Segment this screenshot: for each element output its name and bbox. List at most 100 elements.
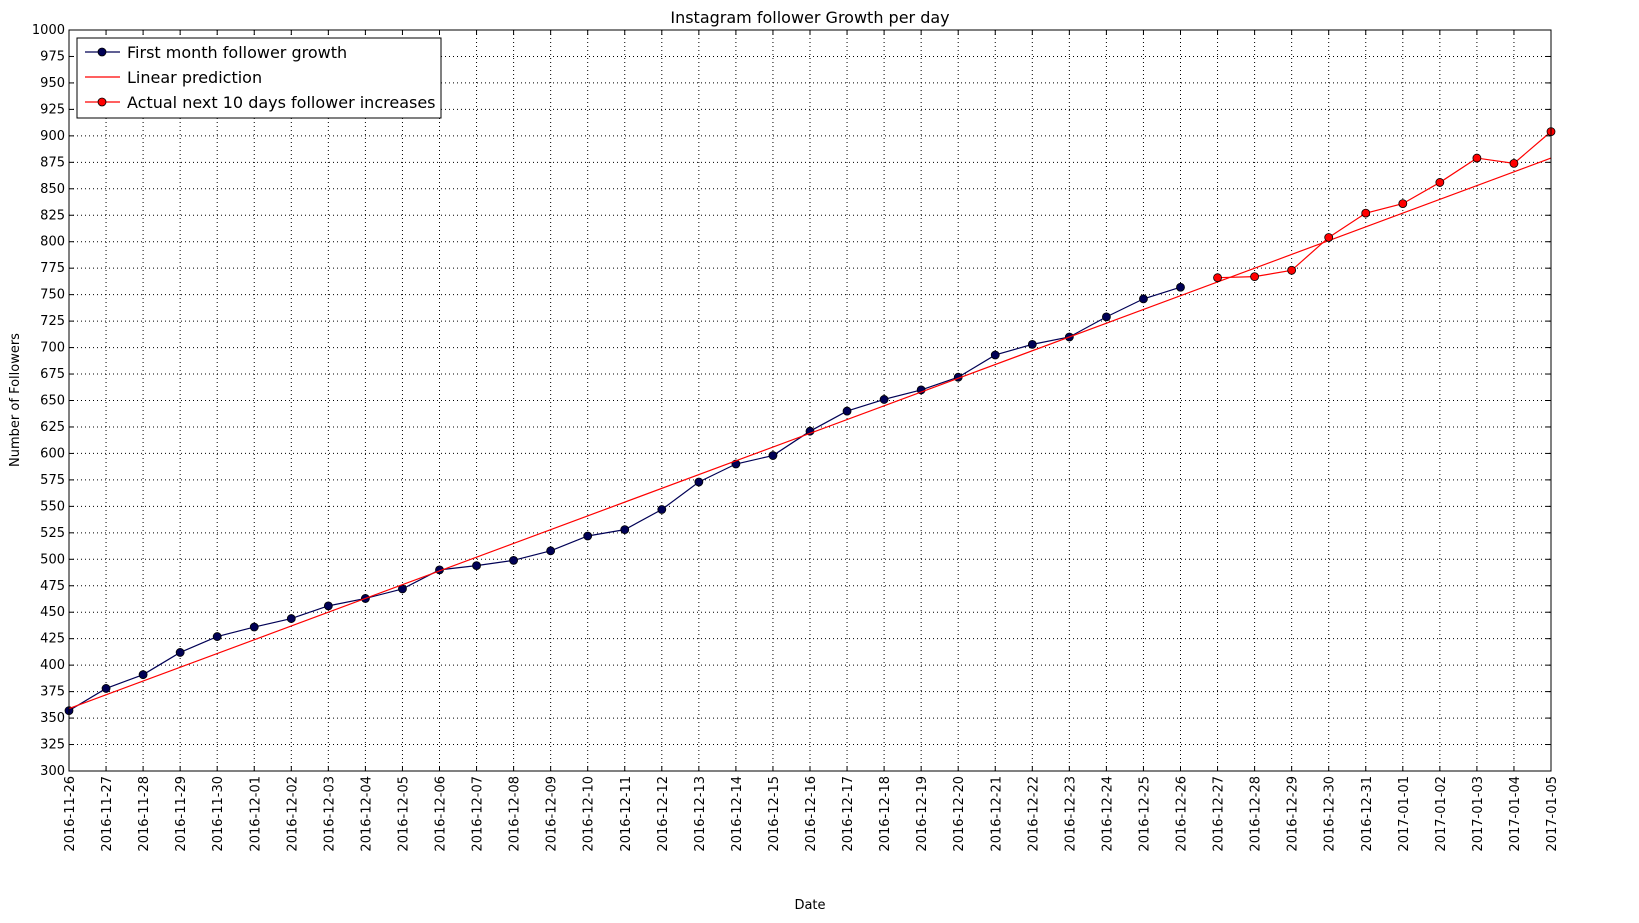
data-point xyxy=(1398,199,1408,209)
y-tick-label: 500 xyxy=(40,552,65,567)
data-point xyxy=(1472,153,1482,163)
data-point xyxy=(212,632,222,641)
x-tick-label: 2016-12-01 xyxy=(248,776,263,852)
y-tick-label: 375 xyxy=(40,685,65,700)
y-tick-label: 700 xyxy=(40,341,65,356)
x-tick-label: 2016-12-22 xyxy=(1026,776,1041,852)
x-tick-label: 2016-12-06 xyxy=(434,776,449,852)
data-point xyxy=(1027,339,1037,349)
x-tick-label: 2016-12-16 xyxy=(804,776,819,852)
y-tick-label: 600 xyxy=(40,446,65,461)
series-line xyxy=(68,157,1552,710)
y-tick-label: 1000 xyxy=(32,23,65,38)
data-point xyxy=(472,561,481,571)
data-point xyxy=(1139,294,1148,304)
x-tick-label: 2016-12-27 xyxy=(1212,776,1227,852)
y-tick-label: 675 xyxy=(40,367,65,382)
data-point xyxy=(768,451,778,460)
data-point xyxy=(990,350,1000,360)
data-point xyxy=(620,525,630,535)
x-tick-label: 2017-01-04 xyxy=(1508,776,1523,852)
y-tick-label: 800 xyxy=(40,235,65,250)
series-2 xyxy=(1213,127,1556,283)
data-point xyxy=(1324,233,1334,242)
data-point xyxy=(1250,272,1259,282)
x-tick-label: 2016-12-29 xyxy=(1286,776,1301,852)
y-axis-label: Number of Followers xyxy=(8,333,23,467)
data-point xyxy=(249,622,259,632)
y-tick-label: 300 xyxy=(40,764,65,779)
data-point xyxy=(138,670,148,680)
data-point xyxy=(101,684,111,693)
legend-box xyxy=(76,37,442,119)
y-tick-label: 350 xyxy=(40,711,65,726)
y-tick-label: 425 xyxy=(40,632,65,647)
x-tick-label: 2016-12-10 xyxy=(582,776,597,852)
x-tick-label: 2017-01-05 xyxy=(1545,776,1560,852)
data-point xyxy=(175,648,185,657)
x-tick-label: 2016-12-02 xyxy=(285,776,300,852)
x-axis-label: Date xyxy=(794,898,825,913)
data-point xyxy=(1213,273,1222,283)
data-point xyxy=(1435,178,1445,187)
y-tick-label: 525 xyxy=(40,526,65,541)
series-line xyxy=(1217,131,1552,279)
x-tick-label: 2016-12-04 xyxy=(359,776,374,852)
chart-title: Instagram follower Growth per day xyxy=(670,8,949,27)
x-tick-label: 2016-12-15 xyxy=(767,776,782,852)
legend-item: First month follower growth xyxy=(85,43,347,62)
y-tick-label: 575 xyxy=(40,473,65,488)
x-tick-label: 2017-01-01 xyxy=(1397,776,1412,852)
x-tick-label: 2016-12-05 xyxy=(396,776,411,852)
x-tick-label: 2017-01-02 xyxy=(1434,776,1449,852)
x-tick-label: 2016-11-29 xyxy=(174,776,189,852)
x-tick-label: 2016-12-21 xyxy=(989,776,1004,852)
y-tick-label: 725 xyxy=(40,314,65,329)
x-tick-label: 2016-12-18 xyxy=(878,776,893,852)
data-point xyxy=(583,531,593,541)
x-tick-label: 2016-12-31 xyxy=(1360,776,1375,852)
y-tick-label: 900 xyxy=(40,129,65,144)
data-point xyxy=(842,406,852,416)
data-point xyxy=(1102,312,1111,322)
x-tick-label: 2016-12-08 xyxy=(508,776,523,852)
x-tick-label: 2016-12-12 xyxy=(656,776,671,852)
x-tick-label: 2016-12-19 xyxy=(915,776,930,852)
plot-frame xyxy=(68,29,1552,772)
x-tick-label: 2016-12-13 xyxy=(693,776,708,852)
y-tick-label: 850 xyxy=(40,182,65,197)
x-tick-label: 2016-12-30 xyxy=(1323,776,1338,852)
data-point xyxy=(694,477,704,487)
x-tick-label: 2016-11-28 xyxy=(137,776,152,852)
x-tick-label: 2016-11-26 xyxy=(63,776,78,852)
legend-marker xyxy=(97,47,107,57)
legend-label: Actual next 10 days follower increases xyxy=(127,93,436,112)
y-tick-label: 650 xyxy=(40,394,65,409)
x-tick-label: 2016-11-30 xyxy=(211,776,226,852)
data-point xyxy=(546,546,556,556)
legend-label: First month follower growth xyxy=(127,43,347,62)
y-tick-label: 550 xyxy=(40,499,65,514)
data-point xyxy=(1287,265,1297,275)
x-tick-label: 2016-11-27 xyxy=(100,776,115,852)
x-tick-label: 2016-12-26 xyxy=(1175,776,1190,852)
x-tick-label: 2016-12-03 xyxy=(322,776,337,852)
data-point xyxy=(879,395,889,404)
y-tick-label: 825 xyxy=(40,208,65,223)
y-tick-label: 325 xyxy=(40,738,65,753)
y-tick-label: 450 xyxy=(40,605,65,620)
x-tick-label: 2016-12-25 xyxy=(1137,776,1152,852)
data-point xyxy=(509,555,518,565)
x-tick-label: 2016-12-14 xyxy=(730,776,745,852)
x-tick-label: 2016-12-20 xyxy=(952,776,967,852)
data-point xyxy=(1361,208,1371,218)
legend: First month follower growth Linear predic… xyxy=(76,37,442,119)
grid xyxy=(69,30,1551,771)
y-tick-label: 475 xyxy=(40,579,65,594)
series-0 xyxy=(64,282,1185,716)
x-tick-label: 2016-12-23 xyxy=(1063,776,1078,852)
x-tick-label: 2016-12-09 xyxy=(545,776,560,852)
ticks: 300 325 350 375 400 425 450 475 500 525 550 575 600 6… xyxy=(32,23,1560,852)
data-point xyxy=(286,614,296,623)
